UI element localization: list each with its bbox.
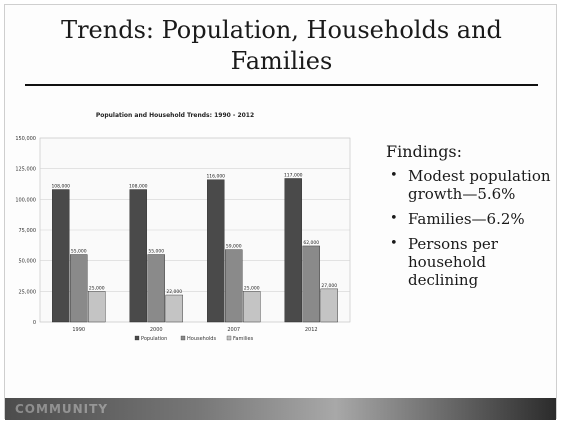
bar-families [243,291,261,323]
data-label: 62,000 [303,240,319,246]
bar-population [207,179,225,323]
data-label: 116,000 [206,174,225,180]
bar-families [165,294,183,323]
data-label: 25,000 [89,285,105,291]
legend-label: Families [233,336,254,342]
legend-swatch [134,335,140,341]
data-label: 25,000 [244,285,260,291]
bar-households [225,249,243,323]
slide-title-line1: Trends: Population, Households and [61,16,502,44]
slide-title-line2: Families [230,47,333,75]
chart-title: Population and Household Trends: 1990 - … [95,112,255,119]
bar-households [147,254,165,323]
x-tick-label: 2000 [150,327,163,333]
findings-panel: Findings: Modest population growth—5.6% … [386,142,556,296]
bar-households [302,245,320,323]
data-label: 22,000 [166,289,182,295]
footer-logo: COMMUNITY [15,402,109,416]
data-label: 108,000 [129,184,148,190]
bar-chart: 0 25,000 50,000 75,000 100,000 125,000 150,000… [15,136,351,342]
bar-population [284,178,302,323]
bar-families [320,288,338,323]
x-tick-label: 2007 [227,327,240,333]
finding-item: Persons per household declining [386,235,556,289]
bar-families [88,291,106,323]
data-label: 59,000 [226,244,242,250]
finding-item: Families—6.2% [386,210,556,228]
y-tick-label: 50,000 [19,259,37,265]
legend-swatch [180,335,186,341]
legend-swatch [226,335,232,341]
bar-households [70,254,88,323]
legend-label: Households [187,336,216,342]
y-tick-label: 0 [33,320,36,326]
legend-label: Population [141,336,167,342]
data-label: 117,000 [284,172,303,178]
footer-bar [5,398,556,420]
data-label: 55,000 [71,249,87,255]
y-tick-label: 25,000 [19,289,37,295]
x-tick-label: 2012 [305,327,318,333]
findings-heading: Findings: [386,142,463,161]
x-tick-label: 1990 [72,327,85,333]
y-tick-label: 100,000 [15,197,36,203]
bar-population [52,189,70,323]
y-tick-label: 125,000 [15,167,36,173]
findings-list: Modest population growth—5.6% Families—6… [386,167,556,289]
data-label: 55,000 [148,249,164,255]
data-label: 27,000 [321,283,337,289]
bar-population [129,189,147,323]
slide-title: Trends: Population, Households and Famil… [25,15,538,77]
data-label: 108,000 [51,184,70,190]
finding-item: Modest population growth—5.6% [386,167,556,203]
y-tick-label: 75,000 [19,228,37,234]
title-divider [25,84,538,86]
y-tick-label: 150,000 [15,136,36,142]
